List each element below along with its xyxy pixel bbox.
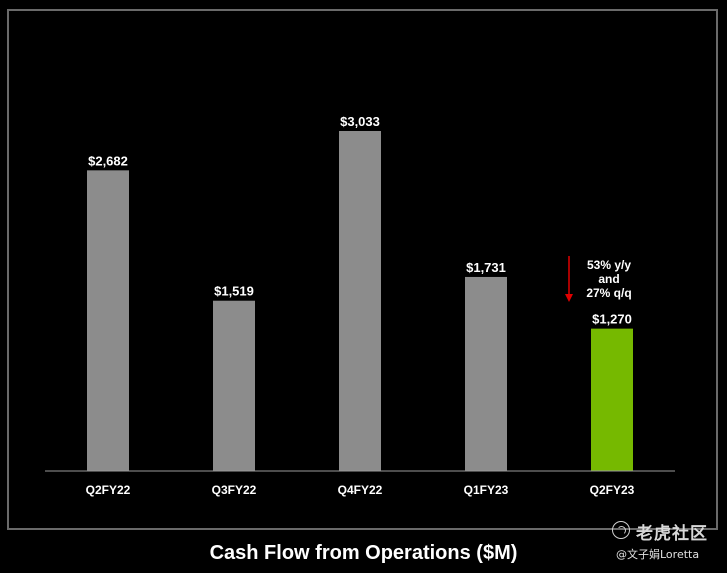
value-label-q4fy22: $3,033 <box>340 114 380 129</box>
chart-panel: $2,682 Q2FY22 $1,519 Q3FY22 $3,033 Q4FY22 $1,7… <box>7 9 718 530</box>
bar-q2fy22 <box>87 170 129 472</box>
change-annotation: 53% y/y and 27% q/q <box>565 256 632 302</box>
x-tick-q3fy22: Q3FY22 <box>212 483 257 497</box>
value-label-q2fy23: $1,270 <box>592 312 632 327</box>
x-tick-q1fy23: Q1FY23 <box>464 483 509 497</box>
bar-chart: $2,682 Q2FY22 $1,519 Q3FY22 $3,033 Q4FY22 $1,7… <box>45 114 675 497</box>
annotation-line-2: and <box>598 272 619 286</box>
watermark: 老虎社区 @文子娟Loretta <box>612 519 724 565</box>
bar-q4fy22 <box>339 131 381 471</box>
arrow-head <box>565 294 573 302</box>
x-tick-q2fy23: Q2FY23 <box>590 483 635 497</box>
x-tick-q2fy22: Q2FY22 <box>86 483 131 497</box>
tiger-community-logo-icon <box>612 521 630 539</box>
bar-q3fy22 <box>213 300 255 471</box>
watermark-brand: 老虎社区 <box>636 524 708 544</box>
value-label-q2fy22: $2,682 <box>88 153 128 168</box>
annotation-line-3: 27% q/q <box>586 286 631 300</box>
bar-q2fy23 <box>591 328 633 471</box>
annotation-line-1: 53% y/y <box>587 258 631 272</box>
watermark-author: @文子娟Loretta <box>616 548 700 561</box>
x-tick-q4fy22: Q4FY22 <box>338 483 383 497</box>
bar-q1fy23 <box>465 276 507 471</box>
value-label-q3fy22: $1,519 <box>214 284 254 299</box>
chart-title: Cash Flow from Operations ($M) <box>209 542 518 564</box>
value-label-q1fy23: $1,731 <box>466 260 506 275</box>
